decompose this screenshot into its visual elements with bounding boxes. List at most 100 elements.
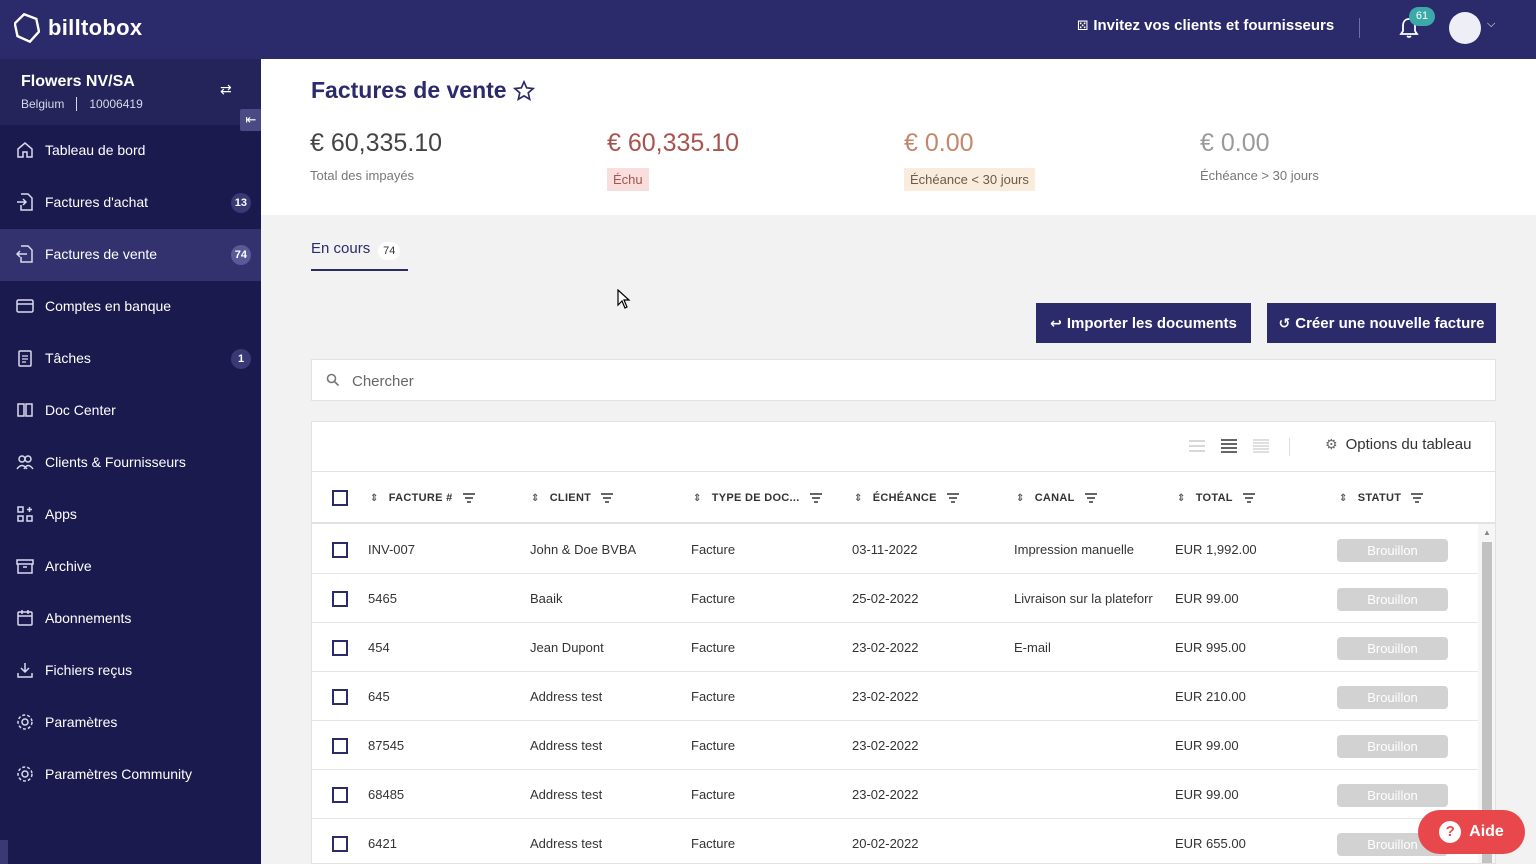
help-button[interactable]: ? Aide [1418, 810, 1525, 854]
table-row[interactable]: 454 Jean Dupont Facture 23-02-2022 E-mai… [312, 623, 1478, 672]
row-checkbox[interactable] [332, 591, 348, 607]
row-checkbox[interactable] [332, 542, 348, 558]
new-invoice-icon: ↺ [1278, 314, 1291, 331]
sort-icon[interactable]: ⇕ [693, 492, 702, 504]
scrollbar-thumb[interactable] [1482, 542, 1492, 863]
cell-invoice: INV-007 [368, 542, 415, 557]
collapse-sidebar-button[interactable]: ⇤ [240, 109, 262, 131]
filter-icon[interactable] [1242, 493, 1255, 503]
archive-icon [16, 559, 34, 574]
row-checkbox[interactable] [332, 738, 348, 754]
tab-in-progress[interactable]: En cours 74 [311, 240, 409, 271]
chevron-down-icon[interactable]: ⌵ [1487, 18, 1496, 30]
doc-center-icon [17, 403, 33, 417]
cell-client: Jean Dupont [530, 640, 604, 655]
sidebar-item-received-files[interactable]: Fichiers reçus [0, 645, 261, 697]
cell-due: 03-11-2022 [852, 542, 918, 557]
sort-icon[interactable]: ⇕ [854, 492, 863, 504]
sidebar-item-apps[interactable]: Apps [0, 489, 261, 541]
sort-icon[interactable]: ⇕ [1016, 492, 1025, 504]
table-options-button[interactable]: ⚙ Options du tableau [1325, 436, 1472, 453]
row-checkbox[interactable] [332, 640, 348, 656]
sidebar-item-purchase-invoices[interactable]: Factures d'achat 13 [0, 177, 261, 229]
column-status[interactable]: ⇕ STATUT [1339, 492, 1424, 504]
gear-icon: ⚙ [1325, 436, 1338, 452]
sidebar-item-archive[interactable]: Archive [0, 541, 261, 593]
table-row[interactable]: 68485 Address test Facture 23-02-2022 EU… [312, 770, 1478, 819]
filter-icon[interactable] [1084, 493, 1097, 503]
select-all-checkbox[interactable] [332, 490, 348, 506]
column-invoice[interactable]: ⇕ FACTURE # [370, 492, 475, 504]
column-doc-type[interactable]: ⇕ TYPE DE DOC... [693, 492, 822, 504]
table-row[interactable]: INV-007 John & Doe BVBA Facture 03-11-20… [312, 525, 1478, 574]
sidebar-item-contacts[interactable]: Clients & Fournisseurs [0, 437, 261, 489]
filter-icon[interactable] [462, 493, 475, 503]
star-icon[interactable] [512, 79, 535, 102]
invite-link[interactable]: ⚄ Invitez vos clients et fournisseurs [1077, 17, 1334, 34]
invite-label: Invitez vos clients et fournisseurs [1093, 17, 1335, 34]
notification-badge: 61 [1409, 7, 1435, 26]
row-checkbox[interactable] [332, 689, 348, 705]
column-due-date[interactable]: ⇕ ÉCHÉANCE [854, 492, 959, 504]
view-dense-icon[interactable] [1252, 438, 1270, 454]
column-label: TYPE DE DOC... [711, 492, 800, 504]
import-icon: ↩ [1050, 314, 1062, 331]
cell-total: EUR 99.00 [1175, 787, 1239, 802]
sidebar-item-label: Paramètres [45, 714, 118, 730]
status-badge: Brouillon [1337, 637, 1448, 660]
stat-due-under-30: € 0.00 Échéance < 30 jours [904, 129, 1035, 191]
sidebar-item-settings[interactable]: Paramètres [0, 697, 261, 749]
cell-invoice: 645 [368, 689, 390, 704]
column-label: CLIENT [549, 492, 592, 504]
filter-icon[interactable] [601, 493, 614, 503]
search-input[interactable] [352, 368, 952, 394]
company-switcher[interactable]: Flowers NV/SA Belgium 10006419 ⇄ [0, 59, 261, 125]
sidebar-item-label: Tableau de bord [45, 142, 146, 158]
column-channel[interactable]: ⇕ CANAL [1016, 492, 1097, 504]
cell-due: 23-02-2022 [852, 640, 919, 655]
status-badge: Brouillon [1337, 686, 1448, 709]
sort-icon[interactable]: ⇕ [370, 492, 379, 504]
filter-icon[interactable] [809, 493, 822, 503]
sidebar-item-tasks[interactable]: Tâches 1 [0, 333, 261, 385]
avatar[interactable] [1449, 12, 1481, 44]
row-checkbox[interactable] [332, 836, 348, 852]
sidebar-item-dashboard[interactable]: Tableau de bord [0, 125, 261, 177]
sort-icon[interactable]: ⇕ [531, 492, 540, 504]
company-name: Flowers NV/SA [21, 73, 135, 90]
switch-company-icon[interactable]: ⇄ [220, 81, 232, 97]
sidebar-item-community-settings[interactable]: Paramètres Community [0, 749, 261, 801]
import-documents-button[interactable]: ↩ Importer les documents [1036, 303, 1251, 343]
row-checkbox[interactable] [332, 787, 348, 803]
stat-overdue: € 60,335.10 Échu [607, 129, 739, 191]
sidebar-item-doc-center[interactable]: Doc Center [0, 385, 261, 437]
sidebar-item-sales-invoices[interactable]: Factures de vente 74 [0, 229, 261, 281]
column-client[interactable]: ⇕ CLIENT [531, 492, 614, 504]
divider [1359, 18, 1360, 38]
stat-amount: € 0.00 [904, 129, 974, 157]
view-default-icon[interactable] [1220, 438, 1238, 454]
cell-channel: Impression manuelle [1014, 542, 1134, 557]
sort-icon[interactable]: ⇕ [1177, 492, 1186, 504]
brand-logo[interactable]: billtobox [14, 12, 142, 44]
table-row[interactable]: 6421 Address test Facture 20-02-2022 EUR… [312, 819, 1478, 863]
sidebar-item-subscriptions[interactable]: Abonnements [0, 593, 261, 645]
cell-total: EUR 1,992.00 [1175, 542, 1257, 557]
create-invoice-button[interactable]: ↺ Créer une nouvelle facture [1267, 303, 1496, 343]
filter-icon[interactable] [946, 493, 959, 503]
filter-icon[interactable] [1411, 493, 1424, 503]
table-row[interactable]: 87545 Address test Facture 23-02-2022 EU… [312, 721, 1478, 770]
view-compact-icon[interactable] [1188, 438, 1206, 454]
scrollbar[interactable]: ▲ [1478, 524, 1495, 863]
sidebar-item-bank-accounts[interactable]: Comptes en banque [0, 281, 261, 333]
column-total[interactable]: ⇕ TOTAL [1177, 492, 1255, 504]
cell-type: Facture [691, 787, 736, 802]
sort-icon[interactable]: ⇕ [1339, 492, 1348, 504]
sidebar-handle[interactable] [0, 840, 8, 864]
cell-invoice: 454 [368, 640, 390, 655]
scroll-up-icon[interactable]: ▲ [1483, 528, 1491, 537]
table-row[interactable]: 5465 Baaik Facture 25-02-2022 Livraison … [312, 574, 1478, 623]
sidebar-item-label: Doc Center [45, 402, 116, 418]
table-row[interactable]: 645 Address test Facture 23-02-2022 EUR … [312, 672, 1478, 721]
table-toolbar: ⚙ Options du tableau [312, 422, 1495, 472]
